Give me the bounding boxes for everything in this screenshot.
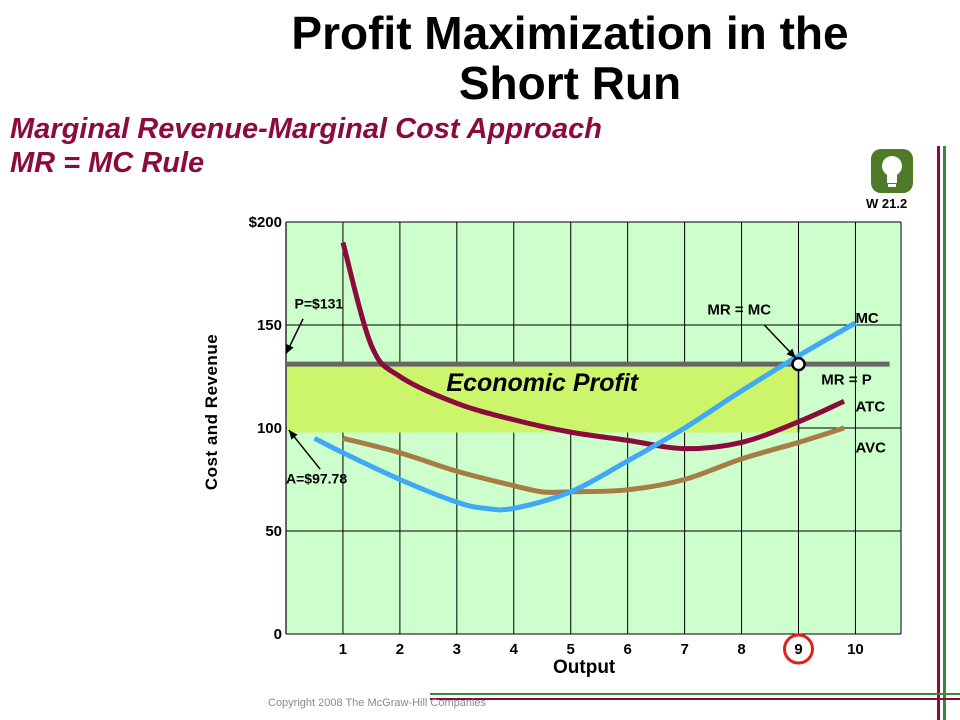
y-tick-label-100: 100 (257, 420, 282, 437)
mr-mc-annotation: MR = MC (707, 302, 771, 319)
x-tick-label-2: 2 (396, 641, 404, 658)
x-tick-label-3: 3 (453, 641, 461, 658)
x-tick-label-10: 10 (847, 641, 864, 658)
avg-cost-annotation: A=$97.78 (286, 471, 347, 487)
series-layer (286, 241, 890, 513)
economic-profit-label: Economic Profit (446, 369, 639, 397)
lightbulb-icon (871, 149, 913, 193)
x-tick-label-1: 1 (339, 641, 347, 658)
price-arrow-head (286, 343, 294, 354)
atc-label: ATC (855, 399, 885, 416)
x-tick-label-4: 4 (510, 641, 519, 658)
subtitle-line2: MR = MC Rule (10, 147, 205, 179)
x-tick-label-5: 5 (567, 641, 575, 658)
mr-mc-arrow-head (786, 348, 796, 358)
x-tick-label-6: 6 (623, 641, 631, 658)
mc-curve (313, 320, 857, 513)
x-tick-label-7: 7 (680, 641, 688, 658)
avc-label: AVC (855, 440, 886, 457)
economic-profit-area (287, 364, 799, 433)
y-tick-label-200: $200 (249, 214, 282, 231)
avg-cost-arrow-head (288, 430, 298, 440)
border-line-green-vertical (943, 146, 946, 720)
y-tick-label-150: 150 (257, 317, 282, 334)
y-tick-label-50: 50 (265, 523, 282, 540)
mr-label: MR = P (821, 372, 871, 389)
x-tick-label-8: 8 (737, 641, 745, 658)
border-line-green-horizontal (430, 693, 960, 695)
x-tick-label-9: 9 (794, 641, 802, 658)
slide-title-line2: Short Run (458, 57, 682, 109)
border-line-red-horizontal (430, 698, 960, 700)
slide-subtitle: Marginal Revenue-Marginal Cost Approach … (10, 112, 602, 180)
x-axis-label: Output (553, 657, 616, 678)
price-annotation: P=$131 (295, 296, 344, 312)
mr-mc-intersection-point (791, 356, 806, 372)
mc-label: MC (855, 310, 878, 327)
subtitle-line1: Marginal Revenue-Marginal Cost Approach (10, 113, 602, 145)
highlighted-output-circle (783, 633, 814, 665)
copyright-text: Copyright 2008 The McGraw-Hill Companies (268, 697, 487, 709)
slide-title: Profit Maximization in the Short Run (220, 8, 920, 108)
border-line-red-vertical (937, 146, 940, 720)
y-tick-label-0: 0 (274, 626, 282, 643)
slide-title-line1: Profit Maximization in the (291, 7, 849, 59)
slide-badge: W 21.2 (866, 196, 908, 211)
atc-curve (340, 241, 846, 452)
